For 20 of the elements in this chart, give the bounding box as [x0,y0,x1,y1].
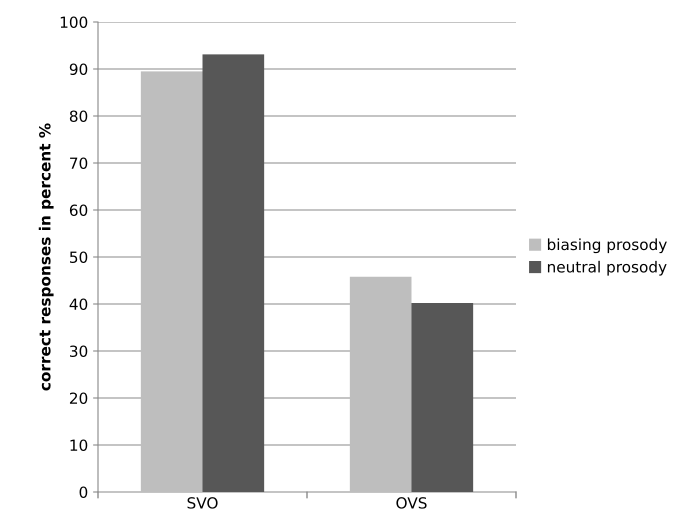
y-tick-label: 0 [80,486,88,498]
y-axis-title: correct responses in percent % [38,123,54,390]
bar [350,276,412,492]
bar [202,54,264,492]
x-tick-label: SVO [188,497,218,509]
bar [412,303,474,492]
bar [140,71,202,492]
legend-label: biasing prosody [548,238,667,254]
y-tick-label: 80 [70,110,88,122]
y-tick-label: 10 [70,439,88,452]
y-tick-label: 60 [70,204,88,216]
y-tick-label: 40 [70,298,88,310]
y-tick-label: 30 [70,345,88,358]
y-tick-label: 50 [70,251,88,264]
y-tick-label: 90 [70,63,88,76]
legend-label: neutral prosody [548,260,667,276]
x-tick-label: OVS [396,497,427,509]
y-tick-label: 70 [70,157,88,170]
y-tick-label: 100 [60,16,88,28]
y-tick-label: 20 [70,392,88,404]
